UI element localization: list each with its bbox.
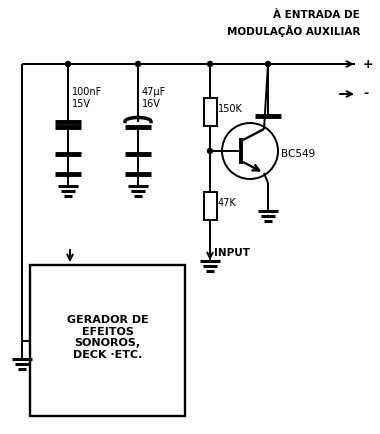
Circle shape [266,62,271,67]
Text: À ENTRADA DE: À ENTRADA DE [273,10,360,20]
Bar [204,193,217,220]
Bar [204,99,217,127]
Text: MODULAÇÃO AUXILIAR: MODULAÇÃO AUXILIAR [226,25,360,37]
Text: 47K: 47K [218,197,237,207]
Text: 47μF
16V: 47μF 16V [142,87,166,108]
Text: INPUT: INPUT [214,247,250,257]
Text: +: + [363,57,374,70]
Text: BC549: BC549 [281,149,315,159]
Text: 100nF
15V: 100nF 15V [72,87,102,108]
Text: GERADOR DE
EFEITOS
SONOROS,
DECK ·ETC.: GERADOR DE EFEITOS SONOROS, DECK ·ETC. [66,314,148,359]
Circle shape [207,149,212,154]
Bar [30,265,185,416]
Text: 150K: 150K [218,104,243,114]
Text: -: - [363,87,368,100]
Circle shape [65,62,71,67]
Circle shape [136,62,141,67]
Circle shape [207,62,212,67]
